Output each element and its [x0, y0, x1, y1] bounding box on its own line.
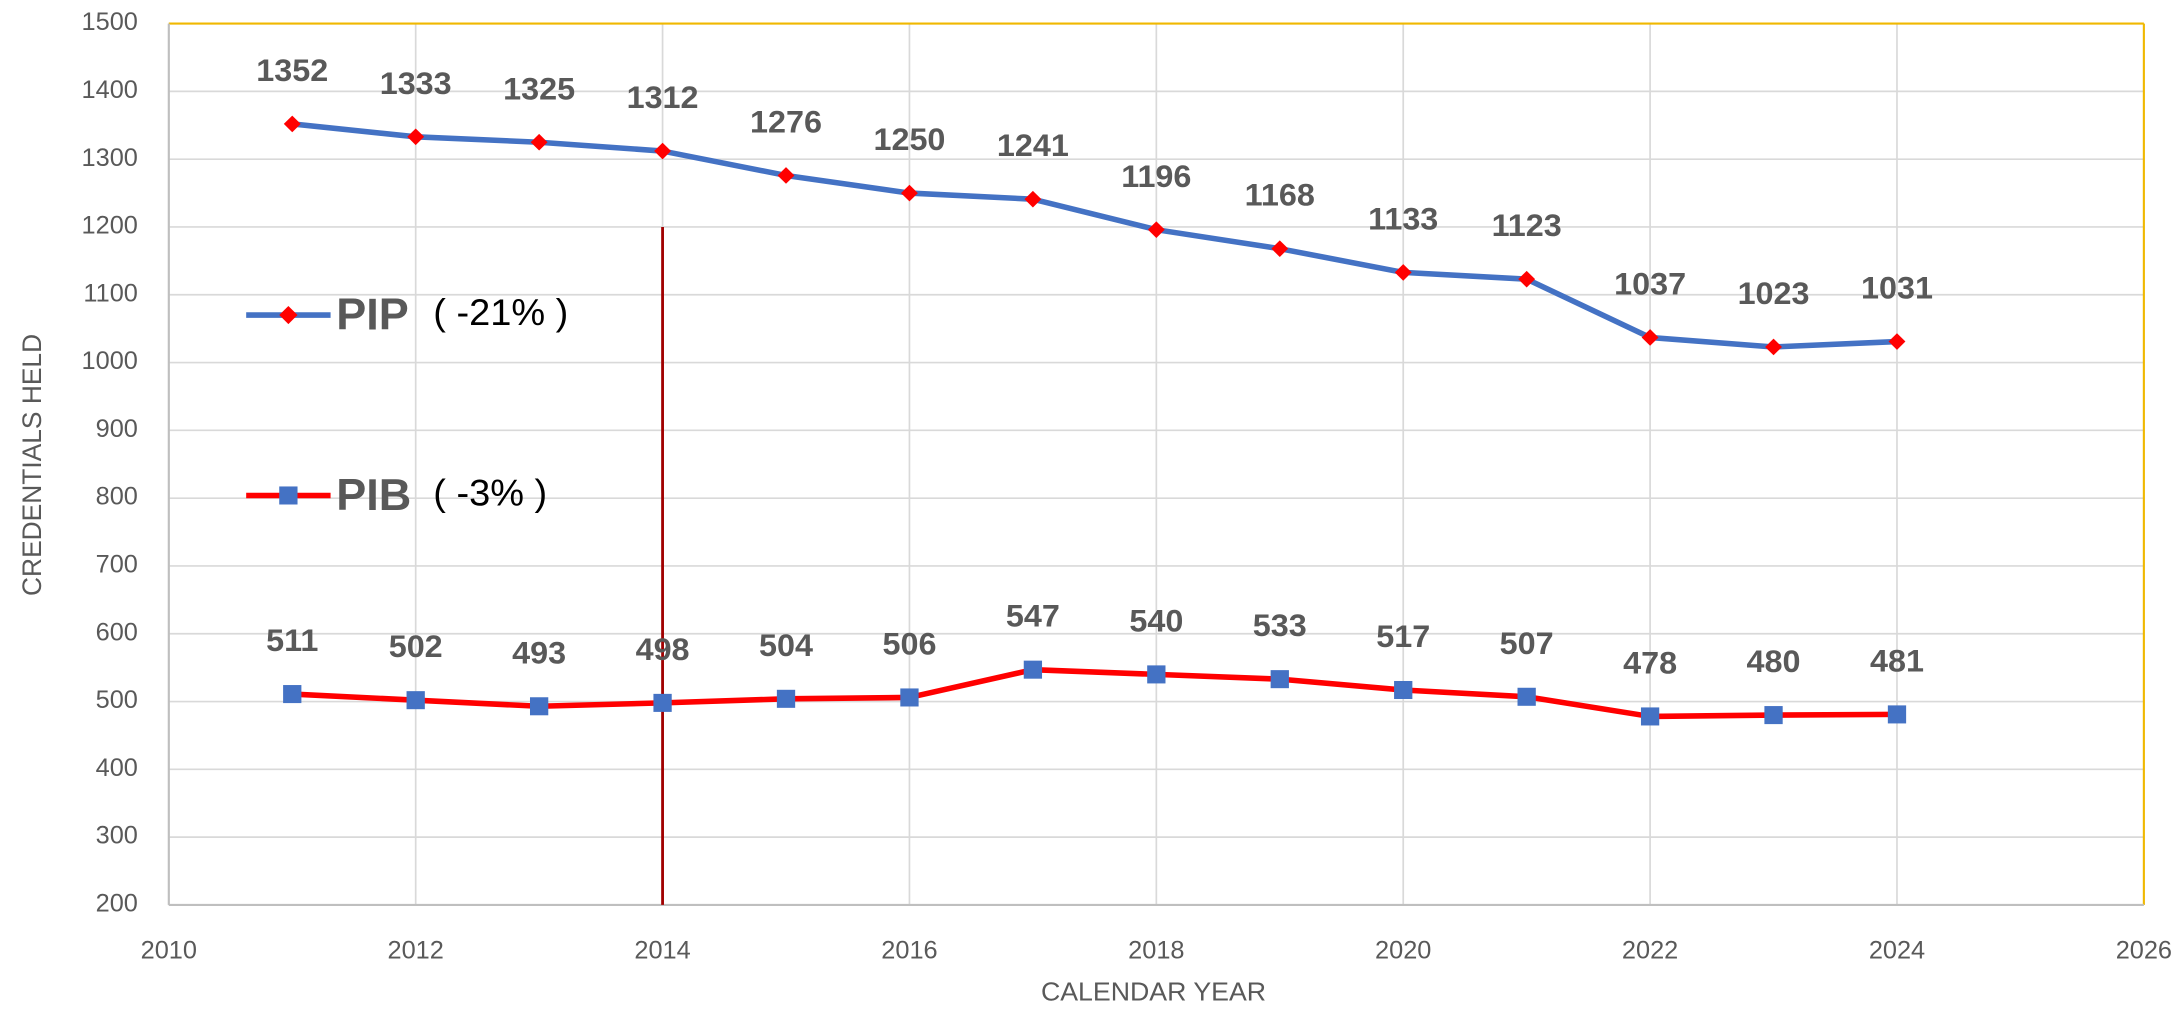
x-tick-label: 2016: [881, 937, 937, 965]
marker: [1271, 240, 1289, 257]
data-label: 1123: [1492, 207, 1562, 243]
data-label: 1250: [873, 121, 945, 157]
data-label: 540: [1129, 603, 1183, 639]
y-tick-label: 1100: [83, 280, 137, 308]
data-label: 1241: [997, 127, 1069, 163]
marker: [1394, 680, 1413, 700]
marker: [654, 142, 672, 160]
data-label: 533: [1253, 607, 1307, 643]
marker: [777, 167, 795, 184]
y-tick-label: 1400: [82, 76, 138, 104]
marker: [279, 486, 298, 505]
marker: [530, 133, 548, 151]
series-line: [292, 666, 1897, 720]
marker: [1640, 707, 1660, 726]
marker: [1024, 190, 1042, 208]
data-label: 493: [512, 635, 566, 671]
data-label: 1352: [256, 52, 328, 88]
legend-annotation: ( -3% ): [433, 472, 547, 514]
data-label: 506: [882, 626, 936, 662]
marker: [1764, 706, 1783, 725]
marker: [1517, 687, 1536, 706]
y-axis-label: CREDENTIALS HELD: [17, 334, 47, 596]
y-tick-label: 200: [96, 890, 138, 918]
data-label: 480: [1747, 643, 1801, 679]
data-label: 498: [636, 631, 690, 667]
y-tick-label: 1000: [82, 347, 138, 375]
data-label: 1023: [1738, 275, 1810, 311]
marker: [1887, 705, 1907, 724]
y-tick-label: 1200: [82, 212, 138, 240]
y-tick-label: 500: [96, 686, 138, 714]
legend-annotation: ( -21% ): [433, 291, 568, 333]
marker: [407, 128, 425, 146]
y-tick-label: 300: [96, 822, 138, 850]
x-tick-label: 2014: [634, 937, 690, 965]
series-line: [291, 121, 1898, 350]
data-label: 511: [266, 622, 318, 658]
marker: [653, 693, 672, 712]
marker: [901, 184, 918, 202]
marker: [1641, 329, 1659, 346]
data-label: 1196: [1121, 158, 1191, 194]
marker: [900, 688, 919, 707]
marker: [1147, 221, 1165, 239]
data-label: 1312: [627, 79, 699, 115]
data-label: 1333: [380, 65, 452, 101]
x-tick-label: 2020: [1375, 937, 1431, 965]
marker: [1270, 670, 1289, 689]
y-tick-label: 600: [96, 618, 138, 646]
y-tick-label: 700: [96, 551, 138, 579]
marker: [279, 306, 298, 325]
data-label: 478: [1623, 645, 1677, 681]
data-label: 1031: [1861, 270, 1933, 306]
x-tick-label: 2024: [1869, 937, 1925, 965]
marker: [1765, 338, 1782, 356]
y-tick-label: 400: [96, 754, 138, 782]
x-axis-label: CALENDAR YEAR: [1041, 977, 1266, 1007]
y-tick-label: 900: [96, 415, 138, 443]
data-label: 1276: [750, 104, 822, 140]
data-label: 1037: [1614, 266, 1686, 302]
data-label: 502: [389, 628, 443, 664]
marker: [529, 697, 549, 716]
marker: [1394, 264, 1412, 281]
data-label: 517: [1376, 618, 1430, 654]
x-tick-label: 2010: [141, 937, 197, 965]
y-tick-label: 1300: [82, 144, 138, 172]
marker: [1888, 333, 1906, 350]
marker: [776, 689, 796, 708]
data-label: 1325: [503, 71, 575, 107]
data-label: 504: [759, 627, 813, 663]
y-tick-label: 800: [96, 483, 138, 511]
x-tick-label: 2018: [1128, 937, 1184, 965]
legend-label: PIB: [336, 471, 411, 520]
legend-label: PIP: [336, 291, 409, 340]
data-label: 507: [1500, 625, 1554, 661]
marker: [1023, 660, 1043, 679]
data-label: 547: [1006, 598, 1060, 634]
x-tick-label: 2012: [388, 937, 444, 965]
x-tick-label: 2022: [1622, 937, 1678, 965]
data-label: 481: [1870, 643, 1924, 679]
marker: [283, 115, 301, 133]
y-tick-label: 1500: [82, 8, 138, 36]
data-label: 1133: [1368, 201, 1438, 237]
x-tick-label: 2026: [2116, 937, 2172, 965]
data-label: 1168: [1245, 177, 1315, 213]
marker: [1147, 665, 1166, 684]
marker: [283, 685, 302, 704]
marker: [1518, 270, 1536, 288]
marker: [406, 691, 425, 710]
